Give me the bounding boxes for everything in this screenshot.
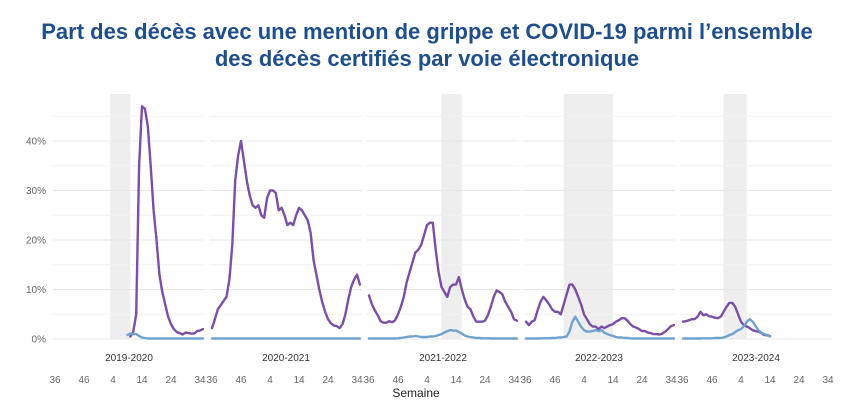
x-tick-label: 34 [194, 375, 206, 386]
x-tick-label: 4 [581, 375, 587, 386]
y-tick-label: 0% [32, 335, 47, 346]
x-tick-label: 4 [267, 375, 273, 386]
x-tick-label: 36 [49, 375, 61, 386]
chart-title: Part des décès avec une mention de gripp… [0, 18, 854, 72]
x-tick-label: 34 [822, 375, 834, 386]
x-tick-label: 36 [677, 375, 689, 386]
season-labels: 2019-2020 2020-2021 2021-2022 2022-2023 2023… [105, 353, 780, 364]
x-tick-label: 4 [424, 375, 430, 386]
x-tick-label: 46 [706, 375, 718, 386]
x-tick-label: 24 [322, 375, 334, 386]
grippe-line [367, 328, 519, 340]
covid-line [210, 139, 362, 330]
x-tick-label: 4 [110, 375, 116, 386]
y-tick-label: 20% [26, 236, 46, 247]
series-lines [126, 105, 772, 340]
x-tick-label: 14 [764, 375, 776, 386]
grippe-line [524, 315, 676, 340]
chart-title-line1: Part des décès avec une mention de gripp… [41, 19, 813, 44]
season-label: 2022-2023 [575, 353, 623, 364]
x-tick-label: 46 [392, 375, 404, 386]
y-tick-label: 10% [26, 285, 46, 296]
covid-line [367, 221, 519, 324]
x-tick-label: 14 [450, 375, 462, 386]
x-tick-label: 24 [479, 375, 491, 386]
x-tick-label: 34 [508, 375, 520, 386]
epidemic-period-shade [723, 94, 747, 339]
season-label: 2023-2024 [732, 353, 780, 364]
y-tick-label: 30% [26, 186, 46, 197]
x-axis-ticks: 36 46 4 14 24 34 36 46 4 14 24 34 36 46 4 14 24 34 36 46 4 14… [49, 375, 834, 386]
y-axis-ticks: 0% 10% 20% 30% 40% [26, 137, 46, 346]
x-tick-label: 24 [793, 375, 805, 386]
x-tick-label: 34 [351, 375, 363, 386]
y-tick-label: 40% [26, 137, 46, 148]
x-tick-label: 46 [78, 375, 90, 386]
x-tick-label: 34 [665, 375, 677, 386]
x-tick-label: 36 [363, 375, 375, 386]
epidemic-shades [110, 94, 747, 339]
x-tick-label: 14 [136, 375, 148, 386]
x-tick-label: 14 [607, 375, 619, 386]
epidemic-period-shade [563, 94, 613, 339]
x-tick-label: 46 [549, 375, 561, 386]
covid-line [524, 283, 676, 336]
season-label: 2020-2021 [262, 353, 310, 364]
covid-line [681, 301, 772, 338]
gridlines [53, 115, 832, 340]
grippe-line [681, 318, 772, 340]
x-axis-label: Semaine [392, 386, 440, 400]
covid-line [129, 105, 205, 338]
season-label: 2019-2020 [105, 353, 153, 364]
x-tick-label: 24 [165, 375, 177, 386]
grippe-line [126, 332, 205, 340]
epidemic-period-shade [441, 94, 462, 339]
epidemic-period-shade [110, 94, 131, 339]
x-tick-label: 36 [206, 375, 218, 386]
x-tick-label: 14 [293, 375, 305, 386]
x-tick-label: 24 [636, 375, 648, 386]
chart-title-line2: des décès certifiés par voie électroniqu… [214, 46, 640, 71]
x-tick-label: 4 [738, 375, 744, 386]
x-tick-label: 46 [235, 375, 247, 386]
x-tick-label: 36 [520, 375, 532, 386]
season-label: 2021-2022 [419, 353, 467, 364]
